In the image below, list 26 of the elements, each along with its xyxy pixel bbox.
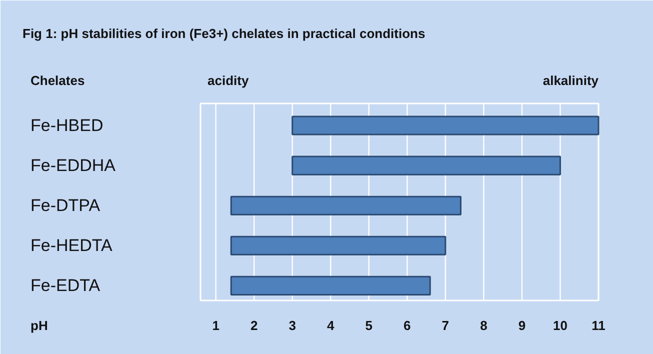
x-tick-label: 4 [327,318,335,333]
y-axis-title: Chelates [30,73,85,88]
x-tick-label: 3 [288,318,296,333]
x-tick-label: 2 [250,318,258,333]
x-tick-label: 6 [404,318,411,333]
bar [230,236,446,256]
y-tick-label: Fe-EDTA [30,276,101,296]
y-tick-label: Fe-DTPA [30,196,101,216]
bar [230,276,431,296]
y-tick-label: Fe-EDDHA [30,156,116,176]
x-tick-label: 11 [592,318,606,333]
x-tick-label: 7 [442,318,450,333]
x-tick-label: 8 [480,318,488,333]
x-axis-title: pH [30,318,48,333]
x-tick-label: 1 [212,318,220,333]
text: acidity [208,73,250,88]
x-tick-label: 9 [518,318,526,333]
chart-title: Fig 1: pH stabilities of iron (Fe3+) chelates in practical conditions [22,26,426,41]
y-tick-label: Fe-HEDTA [30,236,114,256]
x-tick-label: 5 [365,318,373,333]
bar [230,196,462,216]
x-tick-label: 10 [553,318,568,333]
bar [292,116,600,136]
y-tick-label: Fe-HBED [30,116,104,136]
text: alkalinity [542,73,600,88]
bar [292,156,561,176]
